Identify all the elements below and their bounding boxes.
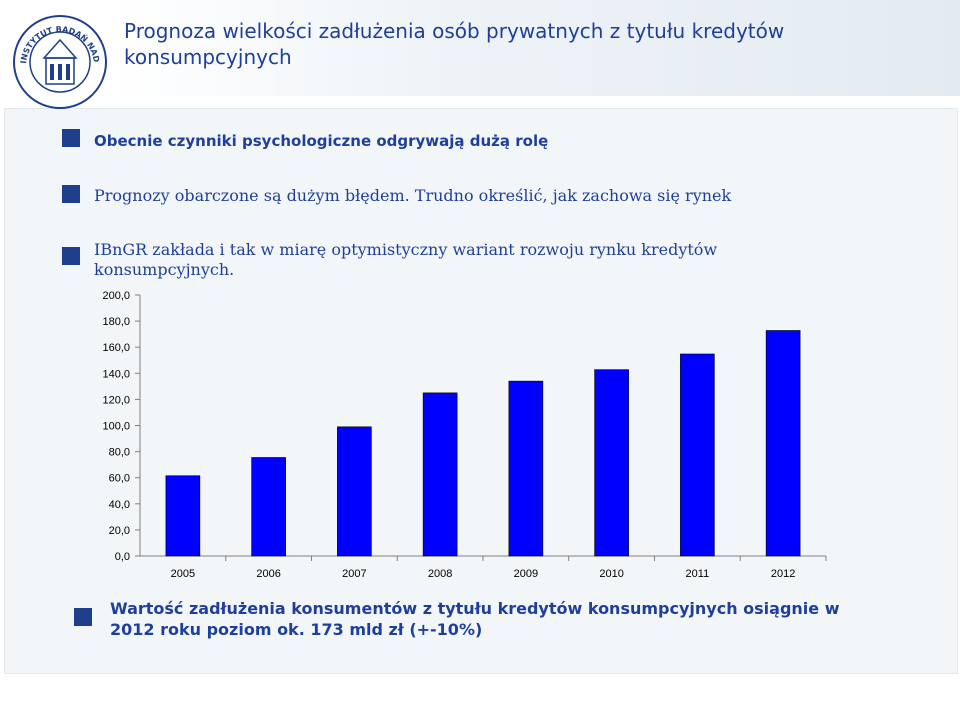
bar-2005 bbox=[165, 475, 201, 557]
y-tick-label: 120,0 bbox=[102, 394, 130, 406]
bullet-marker bbox=[62, 247, 80, 265]
x-tick-label: 2007 bbox=[342, 568, 366, 580]
y-tick-label: 40,0 bbox=[109, 499, 130, 511]
building-seal-icon bbox=[42, 38, 78, 85]
header-band bbox=[110, 0, 960, 96]
x-tick-label: 2009 bbox=[514, 568, 538, 580]
bullet-marker bbox=[74, 608, 92, 626]
institute-logo: INSTYTUT BADAŃ NAD GOSPODARKĄ RYNKOWĄ bbox=[12, 14, 107, 109]
y-tick-label: 60,0 bbox=[109, 473, 130, 485]
bullet-text-3: IBnGR zakłada i tak w miarę optymistyczn… bbox=[94, 240, 718, 279]
x-tick-label: 2012 bbox=[771, 568, 795, 580]
y-tick-label: 160,0 bbox=[102, 342, 130, 354]
y-tick-label: 80,0 bbox=[109, 447, 130, 459]
slide-title: Prognoza wielkości zadłużenia osób prywa… bbox=[124, 19, 785, 69]
y-tick-label: 140,0 bbox=[102, 368, 130, 380]
x-tick-label: 2011 bbox=[686, 568, 710, 580]
summary-text: Wartość zadłużenia konsumentów z tytułu … bbox=[110, 599, 840, 639]
x-tick-label: 2010 bbox=[599, 568, 623, 580]
y-tick-label: 180,0 bbox=[102, 316, 130, 328]
bar-2009 bbox=[508, 380, 544, 557]
bar-2007 bbox=[337, 426, 372, 557]
x-tick-label: 2006 bbox=[256, 568, 280, 580]
bar-2006 bbox=[251, 457, 286, 557]
y-tick-label: 0,0 bbox=[115, 551, 130, 563]
bar-2010 bbox=[594, 369, 629, 557]
bullet-marker bbox=[62, 185, 80, 203]
bullet-text-2: Prognozy obarczone są dużym błędem. Trud… bbox=[94, 186, 732, 205]
x-tick-label: 2008 bbox=[428, 568, 452, 580]
bullet-text-1: Obecnie czynniki psychologiczne odgrywaj… bbox=[94, 132, 549, 150]
y-tick-label: 20,0 bbox=[109, 525, 130, 537]
bar-2011 bbox=[680, 353, 715, 557]
y-tick-label: 100,0 bbox=[102, 421, 130, 433]
bullet-marker bbox=[62, 129, 80, 147]
bar-2012 bbox=[765, 330, 801, 557]
x-tick-label: 2005 bbox=[171, 568, 195, 580]
bar-2008 bbox=[422, 392, 458, 557]
y-tick-label: 200,0 bbox=[102, 290, 130, 302]
